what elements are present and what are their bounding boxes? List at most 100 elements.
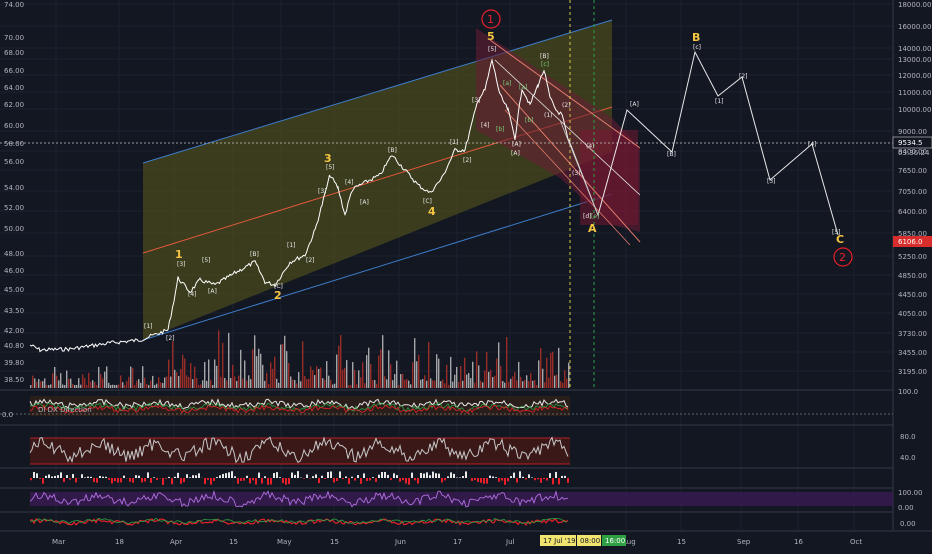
volume-bar [246,381,247,388]
histogram-bar [84,477,86,478]
histogram-bar [267,478,269,485]
histogram-bar [342,478,344,479]
histogram-bar [429,475,431,478]
histogram-bar [48,474,50,478]
volume-bar [270,362,271,388]
histogram-bar [336,478,338,481]
volume-bar [566,378,567,388]
histogram-bar [459,477,461,478]
histogram-bar [528,474,530,478]
volume-bar [242,379,243,388]
volume-bar [542,369,543,388]
left-axis-tick: 38.50 [4,376,24,384]
sub-label: [3] [767,178,776,185]
time-axis-label: Apr [170,538,182,546]
histogram-bar [132,478,134,483]
volume-bar [46,385,47,388]
histogram-bar [249,478,251,483]
histogram-bar [306,474,308,478]
volume-bar [164,378,165,388]
volume-bar [214,360,215,388]
right-axis-tick: 4850.00 [898,272,927,280]
histogram-bar [252,478,254,480]
volume-bar [334,384,335,388]
right-axis-tick: 18000.00 [898,1,931,9]
histogram-bar [219,475,221,478]
left-axis-tick: 58.00 [4,140,24,148]
volume-bar [432,380,433,388]
volume-bar [102,378,103,388]
volume-bar [512,376,513,388]
histogram-bar [315,474,317,478]
volume-bar [376,384,377,388]
left-axis-tick: 52.00 [4,204,24,212]
volume-bar [106,366,107,388]
sub-label: [5] [202,257,211,264]
volume-bar [228,333,229,388]
time-axis-label: Jul [505,538,515,546]
volume-bar [382,335,383,388]
histogram-bar [114,478,116,481]
volume-bar [100,374,101,388]
volume-bar [518,362,519,388]
volume-bar [172,341,173,388]
volume-bar [278,383,279,388]
histogram-bar [567,478,569,483]
volume-bar [292,380,293,388]
left-axis-tick: 40.80 [4,342,24,350]
volume-bar [290,376,291,388]
volume-bar [342,370,343,388]
volume-bar [80,385,81,388]
volume-bar [98,367,99,388]
histogram-bar [321,476,323,478]
histogram-bar [483,478,485,484]
histogram-bar [324,478,326,479]
sub-label: (1) [544,112,553,119]
right-axis-tick: 14000.00 [898,45,931,53]
right-axis-tick: 13000.00 [898,56,931,64]
histogram-bar [288,478,290,484]
histogram-bar [285,478,287,485]
volume-bar [400,374,401,388]
histogram-bar [339,471,341,478]
volume-bar [210,380,211,388]
histogram-bar [411,473,413,478]
left-axis-tick: 45.00 [4,286,24,294]
histogram-bar [510,476,512,478]
volume-bar [438,359,439,388]
volume-bar [496,358,497,388]
volume-bar [508,382,509,388]
histogram-bar [516,478,518,482]
histogram-bar [465,471,467,478]
histogram-bar [54,476,56,478]
left-axis-tick: 43.50 [4,307,24,315]
volume-bar [206,381,207,388]
volume-bar [188,377,189,388]
histogram-bar [450,472,452,478]
histogram-bar [348,478,350,484]
volume-bar [560,381,561,388]
volume-bar [528,381,529,388]
volume-bar [506,337,507,388]
sub-label: [4] [188,291,197,298]
volume-bar [562,383,563,388]
volume-bar [224,378,225,388]
volume-bar [330,380,331,388]
volume-bar [556,375,557,388]
volume-bar [190,363,191,388]
histogram-bar [477,478,479,482]
volume-bar [240,350,241,388]
time-axis-label: 15 [330,538,339,546]
countdown-value: 03:36:24 [898,149,930,157]
histogram-bar [426,472,428,478]
histogram-bar [447,476,449,478]
volume-bar [360,377,361,388]
volume-bar [94,382,95,388]
volume-bar [86,385,87,388]
volume-bar [466,375,467,388]
right-axis-tick: 7050.00 [898,188,927,196]
left-axis-tick: 39.80 [4,359,24,367]
sub-label: [1] [450,139,459,146]
